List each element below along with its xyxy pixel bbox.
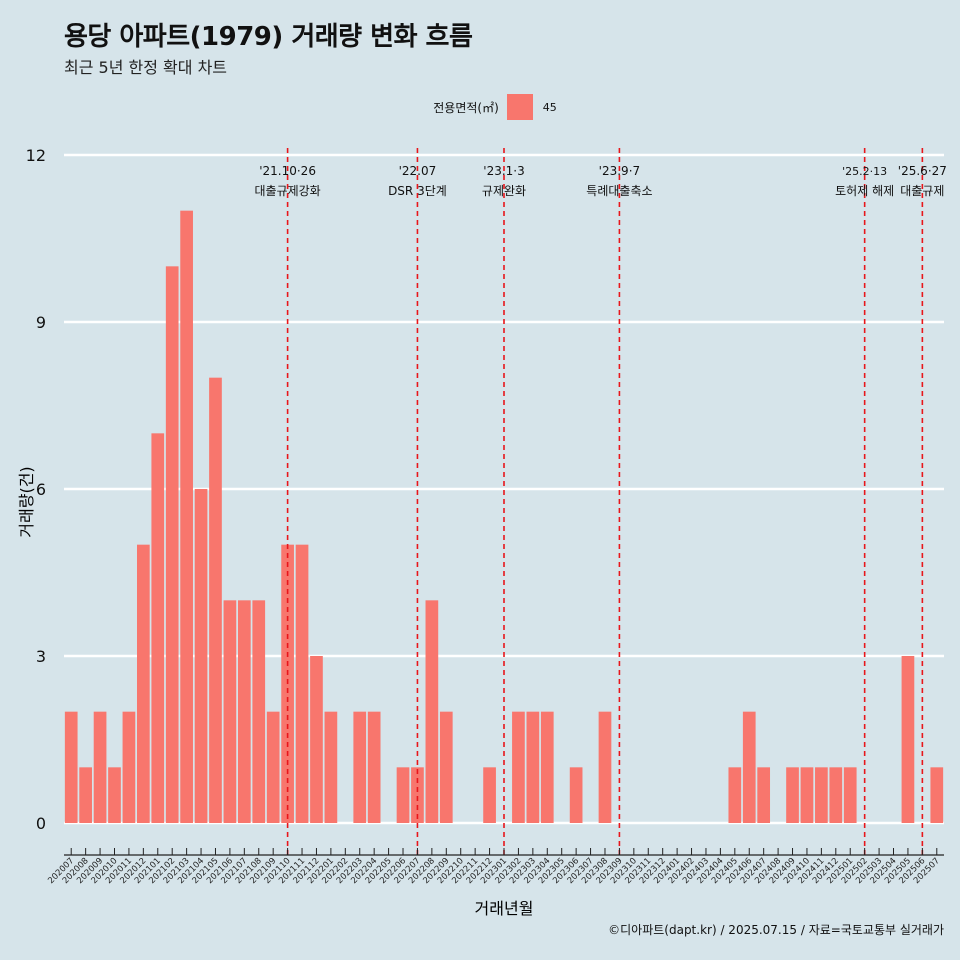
- event-text-label: 특례대출축소: [586, 184, 652, 198]
- event-date-label: '22.07: [399, 164, 437, 178]
- bar: [757, 767, 771, 823]
- y-tick-label: 3: [36, 647, 46, 666]
- source-caption: ©디아파트(dapt.kr) / 2025.07.15 / 자료=국토교통부 실…: [608, 923, 944, 937]
- bar: [367, 711, 381, 823]
- bar: [295, 544, 309, 823]
- bar: [353, 711, 367, 823]
- bar: [425, 600, 439, 823]
- bar: [93, 711, 107, 823]
- legend: 전용면적(㎡) 45: [0, 93, 960, 121]
- bar: [411, 767, 424, 823]
- chart-subtitle: 최근 5년 한정 확대 차트: [64, 58, 228, 77]
- bar: [223, 600, 237, 823]
- bar: [930, 767, 944, 823]
- bar: [396, 767, 410, 823]
- x-axis: 2020072020082020092020102020112020122021…: [46, 848, 944, 886]
- bar: [151, 433, 165, 823]
- bar: [800, 767, 814, 823]
- bar: [237, 600, 251, 823]
- bar: [728, 767, 742, 823]
- bar: [742, 711, 756, 823]
- event-text-label: 대출규제강화: [254, 184, 320, 198]
- bar: [180, 210, 193, 823]
- chart-title: 용당 아파트(1979) 거래량 변화 흐름: [64, 22, 473, 52]
- event-text-label: DSR 3단계: [388, 184, 447, 198]
- bar: [64, 711, 78, 823]
- bar: [483, 767, 496, 823]
- event-date-label: '23.1·3: [483, 164, 524, 178]
- legend-label: 45: [542, 100, 557, 114]
- bar: [324, 711, 338, 823]
- bar: [136, 544, 150, 823]
- event-text-label: 대출규제: [900, 184, 944, 198]
- bars: [64, 210, 944, 823]
- bar: [829, 767, 843, 823]
- bar: [122, 711, 136, 823]
- bar: [786, 767, 799, 823]
- event-text-label: 규제완화: [482, 184, 526, 198]
- bar: [901, 656, 915, 823]
- bar: [815, 767, 828, 823]
- bar: [194, 489, 208, 823]
- bar: [569, 767, 583, 823]
- bar: [526, 711, 540, 823]
- legend-color-key: [506, 94, 533, 120]
- event-date-label: '25.2·13: [842, 165, 887, 178]
- bar: [79, 767, 92, 823]
- bar: [266, 711, 280, 823]
- event-date-label: '23.9·7: [599, 164, 640, 178]
- event-annotations: '21.10·26 대출규제강화 '22.07 DSR 3단계 '23.1·3 규제완화 '…: [254, 164, 946, 198]
- bar: [439, 711, 453, 823]
- event-lines: [286, 148, 924, 855]
- y-tick-label: 0: [36, 814, 46, 833]
- y-axis: 0 3 6 9 12: [26, 146, 46, 833]
- event-text-label: 토허제 해제: [835, 184, 894, 198]
- y-axis-label: 거래량(건): [17, 466, 36, 537]
- bar: [209, 377, 222, 823]
- bar: [843, 767, 857, 823]
- legend-title: 전용면적(㎡): [433, 100, 499, 115]
- x-axis-label: 거래년월: [475, 899, 534, 918]
- bar: [310, 656, 323, 823]
- y-tick-label: 9: [36, 313, 46, 332]
- bar: [165, 266, 179, 823]
- y-tick-label: 6: [36, 480, 46, 499]
- y-tick-label: 12: [26, 146, 46, 165]
- event-date-label: '21.10·26: [259, 164, 316, 178]
- bar: [598, 711, 612, 823]
- bar: [512, 711, 525, 823]
- bar: [252, 600, 266, 823]
- bar: [540, 711, 554, 823]
- bar: [108, 767, 121, 823]
- event-date-label: '25.6·27: [898, 164, 947, 178]
